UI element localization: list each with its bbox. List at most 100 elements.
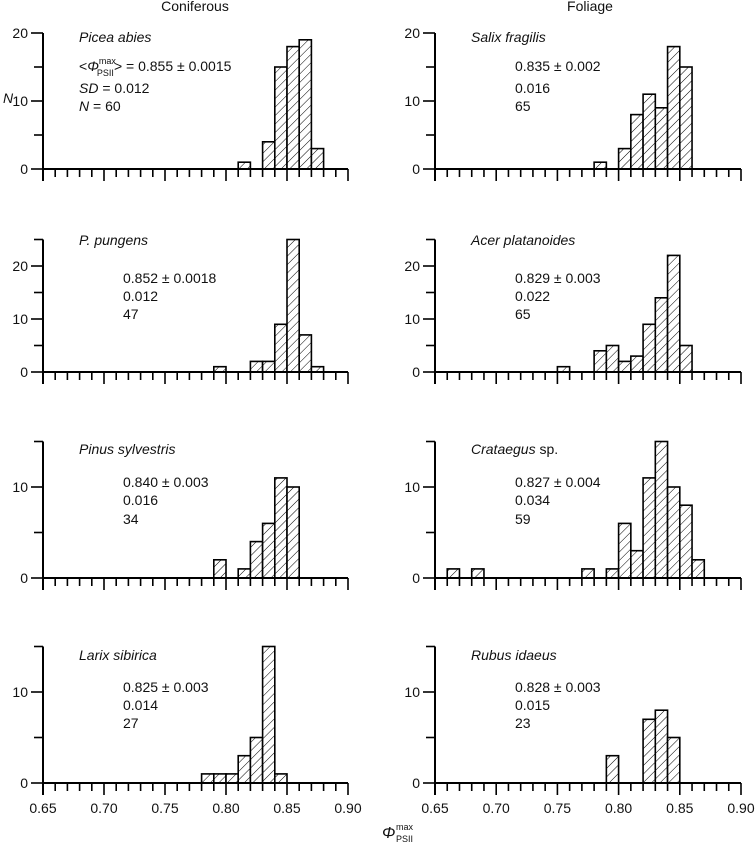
species-name: Acer platanoides [470,232,575,248]
histogram-bar [617,522,632,579]
n-value: 27 [123,715,139,731]
sd-value: SD = 0.012 [79,80,150,96]
histogram-bar [446,568,461,579]
histogram-bar [666,736,681,784]
histogram-bar [642,477,657,579]
y-axis-label: N [3,90,14,106]
y-tick-label: 10 [404,684,420,700]
histogram-panel: 0 10 Pinus sylvestris 0.840 ± 0.003 0.016 34 [12,440,349,590]
species-name: Crataegus sp. [471,441,558,457]
histogram-bar [581,568,595,579]
species-name: Salix fragilis [471,29,546,45]
histogram-bar [261,360,276,373]
y-tick-label: 20 [404,258,420,274]
x-tick-label: 0.90 [727,800,754,816]
x-tick-label: 0.85 [273,800,300,816]
species-name: Picea abies [79,29,151,45]
histogram-bar [630,549,644,579]
species-name: P. pungens [79,232,148,248]
species-name: Rubus idaeus [471,647,557,663]
x-tick-label: 0.80 [605,800,632,816]
sd-value: 0.014 [123,697,158,713]
species-name: Larix sibirica [79,647,157,663]
mean-value: 0.835 ± 0.002 [515,58,601,74]
histogram-bar [642,718,657,784]
histogram-panel: 0 10 0.65 0.70 0.75 0.80 0.85 0.90 Rubus idaeus 0… [404,645,755,816]
histogram-bar [200,773,215,784]
histogram-bar [249,540,264,579]
histogram-bar [273,323,288,373]
histogram-bar [298,334,313,373]
svg-text:PSII: PSII [396,834,413,844]
x-tick-label: 0.65 [29,800,56,816]
histogram-bar [286,486,300,579]
x-tick-label: 0.65 [421,800,448,816]
histogram-bar [310,147,325,170]
histogram-bar [605,568,620,579]
y-tick-label: 0 [412,775,420,791]
y-tick-label: 20 [12,258,28,274]
histogram-bar [678,504,693,579]
histogram-bar [298,38,313,170]
n-value: 65 [515,98,531,114]
sd-value: 0.034 [515,492,550,508]
x-tick-label: 0.80 [212,800,239,816]
y-tick-label: 10 [404,479,420,495]
n-value: 34 [123,511,139,527]
histogram-bar [470,568,485,579]
histogram-bar [605,754,620,784]
n-value: 23 [515,715,531,731]
histogram-panel: 0 10 20 Acer platanoides 0.829 ± 0.003 0.022 6… [404,232,742,384]
histogram-bar [605,344,620,373]
histogram-bar [261,645,276,784]
y-tick-label: 10 [12,684,28,700]
column-header-foliage: Foliage [567,0,613,14]
n-value: 59 [515,511,531,527]
column-header-coniferous: Coniferous [161,0,229,14]
y-tick-label: 20 [12,25,28,41]
histogram-bar [261,522,276,579]
histogram-panel: 0 10 20 P. pungens 0.852 ± 0.0018 0.012 47 [12,232,349,384]
y-tick-label: 10 [404,311,420,327]
histogram-bar [261,141,276,170]
x-tick-label: 0.75 [151,800,178,816]
histogram-bar [666,254,681,373]
mean-value: 0.827 ± 0.004 [515,474,601,490]
sd-value: 0.012 [123,288,158,304]
histogram-bar [678,344,693,373]
histogram-bar [213,558,227,579]
histogram-bar [237,568,252,579]
histogram-bar [654,440,669,579]
y-tick-label: 0 [20,570,28,586]
mean-value: 0.825 ± 0.003 [123,679,209,695]
y-tick-label: 0 [20,161,28,177]
histogram-bar [273,773,288,784]
y-tick-label: 0 [20,364,28,380]
histogram-bar [593,161,608,170]
histogram-bar [213,773,227,784]
histogram-bar [630,355,644,373]
n-value: 65 [515,306,531,322]
svg-text:max: max [396,822,414,832]
histogram-bar [617,147,632,170]
histogram-bar [691,558,706,579]
y-tick-label: 0 [20,775,28,791]
histogram-bar [617,360,632,373]
histogram-bar [654,107,669,170]
sd-value: 0.022 [515,288,550,304]
sd-value: 0.015 [515,697,550,713]
mean-value: <Φmax PSII> = 0.855 ± 0.0015 [79,56,232,78]
histogram-bar [286,238,300,373]
histogram-bar [666,486,681,579]
y-tick-label: 10 [12,311,28,327]
n-value: N = 60 [79,98,121,114]
y-tick-label: 0 [412,364,420,380]
x-tick-label: 0.70 [483,800,510,816]
n-value: 47 [123,306,139,322]
histogram-bar [237,161,252,170]
y-tick-label: 0 [412,161,420,177]
y-tick-label: 0 [412,570,420,586]
y-tick-label: 10 [404,93,420,109]
histogram-bar [273,477,288,579]
